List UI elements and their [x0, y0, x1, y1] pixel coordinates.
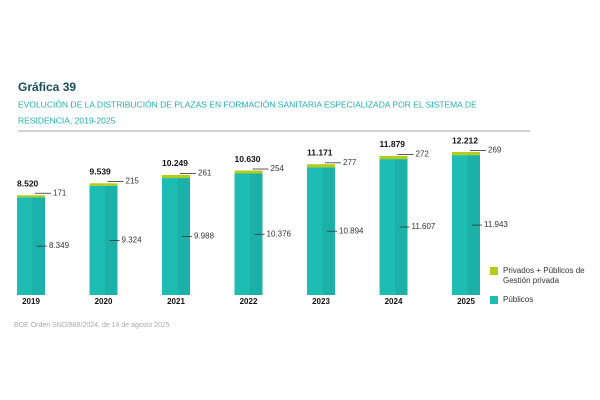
value-label: 9.324 — [122, 236, 143, 245]
value-label: 10.894 — [339, 226, 364, 235]
total-label: 11.171 — [307, 147, 333, 157]
legend-swatch — [490, 267, 498, 275]
bar-segment — [89, 183, 118, 186]
bar-segment — [307, 164, 335, 168]
value-label: 10.376 — [267, 229, 292, 238]
chart-subtitle: RESIDENCIA, 2019-2025 — [18, 115, 116, 125]
bar-segment — [379, 155, 408, 160]
legend-label: Públicos — [503, 295, 534, 304]
value-label: 171 — [53, 188, 67, 197]
total-label: 12.212 — [452, 135, 478, 145]
value-label: 254 — [271, 164, 285, 173]
total-label: 10.630 — [235, 154, 261, 164]
x-tick-label: 2019 — [22, 297, 40, 306]
bar-segment — [17, 195, 45, 198]
value-label: 11.943 — [484, 220, 508, 229]
bar-segment — [234, 170, 263, 174]
legend-item: Públicos — [490, 295, 590, 305]
value-label: 269 — [488, 146, 502, 155]
chart-subtitle: EVOLUCIÓN DE LA DISTRIBUCIÓN DE PLAZAS E… — [18, 99, 477, 109]
source: BOE Orden SND/888/2024, de 14 de agosto … — [14, 322, 170, 329]
value-label: 272 — [416, 150, 430, 159]
total-label: 11.879 — [380, 139, 406, 149]
x-tick-label: 2025 — [457, 297, 475, 306]
x-tick-label: 2022 — [240, 297, 258, 306]
value-label: 277 — [343, 158, 357, 167]
legend-label: Privados + Públicos de Gestión privada — [503, 266, 585, 285]
value-label: 11.607 — [412, 222, 436, 231]
bar-segment — [162, 174, 190, 179]
chart-title: Gráfica 39 — [18, 80, 76, 94]
x-tick-label: 2020 — [95, 297, 113, 306]
value-label: 8.349 — [49, 241, 70, 250]
legend-item: Privados + Públicos de Gestión privada — [490, 266, 590, 286]
value-label: 215 — [126, 177, 140, 186]
value-label: 261 — [198, 169, 212, 178]
total-label: 9.539 — [90, 167, 112, 177]
total-label: 10.249 — [162, 158, 188, 168]
legend-swatch — [490, 296, 498, 304]
value-label: 9.988 — [194, 232, 215, 241]
x-tick-label: 2024 — [385, 297, 403, 306]
x-tick-label: 2021 — [167, 297, 185, 306]
total-label: 8.520 — [17, 178, 39, 188]
x-tick-label: 2023 — [312, 297, 330, 306]
bar-segment — [452, 152, 480, 156]
